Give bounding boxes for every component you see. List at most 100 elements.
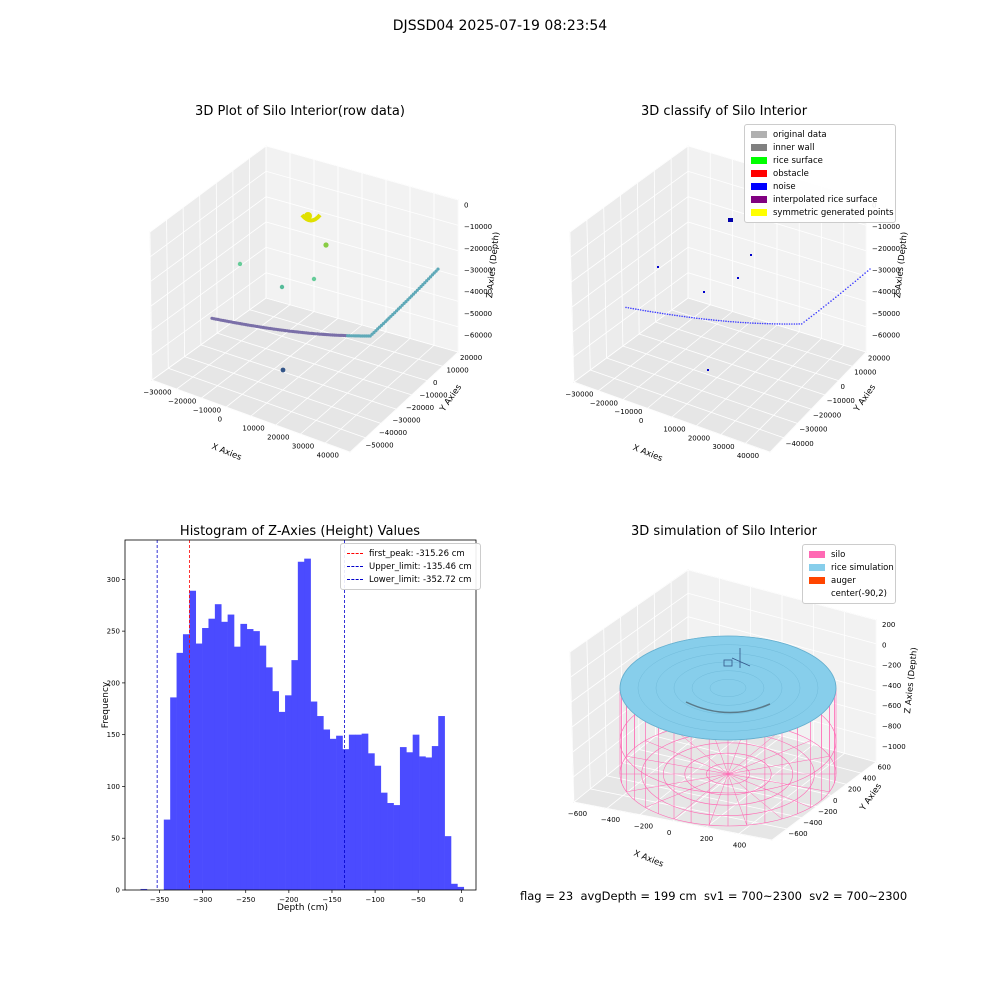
panel2-point	[732, 321, 735, 323]
panel3-bar	[278, 711, 286, 890]
panel2-legend-item: inner wall	[751, 141, 889, 154]
panel2-point	[769, 322, 771, 325]
panel4-silo-spoke	[727, 728, 783, 775]
panel2-point	[742, 321, 744, 324]
panel2-legend-swatch	[751, 157, 767, 164]
panel3-bar	[425, 757, 433, 890]
panel4-silo-spoke	[645, 773, 729, 808]
panel4-ytick: 400	[863, 774, 876, 782]
panel3-bar	[368, 753, 375, 890]
panel1-point	[323, 242, 329, 248]
panel3-legend-swatch	[347, 553, 363, 554]
panel1-grid-y	[249, 309, 443, 367]
panel4-ylabel: Y Axies	[858, 781, 885, 813]
panel2-ytick: −20000	[813, 411, 841, 419]
panel3-bar	[170, 697, 177, 890]
panel2-point	[798, 323, 800, 325]
panel2-point	[825, 304, 827, 306]
panel2-xtick: 30000	[712, 443, 734, 451]
panel2-legend-item: noise	[751, 180, 889, 193]
panel3-legend-label: Lower_limit: -352.72 cm	[369, 574, 472, 585]
panel3-bar	[304, 558, 311, 890]
panel2-xtick: 10000	[663, 426, 685, 434]
panel2-point	[788, 323, 791, 325]
panel1-xtick: 40000	[317, 452, 339, 460]
panel3-ytick-label: 150	[107, 731, 120, 739]
footer-stats: flag = 23 avgDepth = 199 cm sv1 = 700~23…	[520, 889, 908, 903]
panel2-point	[815, 311, 818, 314]
panel2-point	[630, 307, 632, 310]
panel1-grid-y	[233, 321, 428, 381]
panel4-silo-spoke	[673, 773, 729, 820]
panel3-bar	[221, 621, 228, 890]
panel2-point	[705, 318, 708, 321]
panel4-legend-item: auger	[809, 574, 889, 587]
panel4-grid-z	[571, 616, 877, 703]
panel2-ztick: −30000	[872, 266, 900, 274]
panel2-point	[700, 318, 703, 320]
panel2-grid-z	[571, 196, 867, 283]
panel4-auger	[723, 659, 733, 667]
panel2-point	[786, 323, 788, 325]
panel2-point	[766, 322, 769, 325]
panel1-point	[279, 284, 285, 290]
panel2-point	[835, 296, 837, 298]
panel2-point	[778, 323, 781, 325]
panel2-grid-y	[655, 321, 839, 381]
panel3-bar	[291, 660, 299, 890]
panel2-legend: original data inner wall rice surface obsta…	[744, 124, 896, 223]
panel4-grid-x	[705, 744, 814, 828]
panel1-symmetric-arc	[300, 213, 322, 223]
panel3-ytick-label: 100	[107, 783, 120, 791]
panel2-legend-label: inner wall	[773, 142, 815, 153]
panel3-bar	[323, 729, 331, 890]
panel3-ytick-label: 200	[107, 679, 120, 687]
panel2-point	[659, 312, 661, 314]
panel4-xlabel: X Axies	[632, 849, 665, 870]
panel2-point	[793, 323, 796, 325]
panel4-legend-swatch	[809, 551, 825, 558]
panel3-bar	[438, 716, 445, 890]
panel2-point	[776, 323, 779, 325]
panel3-bar	[431, 746, 439, 890]
panel2-point	[832, 298, 835, 300]
panel1-grid-z	[149, 145, 459, 233]
panel1-point	[237, 261, 243, 267]
panel2-legend-swatch	[751, 131, 767, 138]
panel2-point	[693, 317, 696, 319]
panel2-point	[715, 319, 718, 322]
panel2-point	[720, 320, 722, 322]
panel2-point	[781, 323, 783, 325]
panel1-grid-y	[168, 367, 366, 439]
panel2-grid-z	[573, 272, 867, 358]
panel3-legend-item: first_peak: -315.26 cm	[347, 547, 474, 560]
panel2-grid-y	[606, 357, 798, 424]
panel2-point	[713, 319, 715, 321]
panel1-grid-z	[150, 196, 459, 282]
panel3-legend-label: Upper_limit: -135.46 cm	[369, 561, 472, 572]
panel2-point	[842, 290, 844, 293]
panel2-grid-y	[590, 369, 784, 439]
panel3-xtick-label: −200	[279, 896, 298, 904]
panel2-legend-item: symmetric generated points	[751, 206, 894, 219]
panel2-point	[710, 319, 713, 321]
panel1-ytick: −10000	[419, 391, 447, 399]
panel4-ytick: −600	[788, 830, 807, 838]
panel3-title: Histogram of Z-Axies (Height) Values	[179, 524, 421, 539]
panel4-legend-label: auger	[831, 575, 856, 586]
panel3-bar	[406, 752, 413, 890]
panel2-grid-x	[720, 338, 822, 435]
panel4-ztick: −800	[882, 722, 901, 730]
panel1-point	[436, 267, 440, 271]
panel2-point	[808, 317, 810, 320]
panel4-legend: silo rice simulation auger center(-90,2)	[802, 544, 896, 604]
panel2-point	[813, 313, 815, 316]
panel2-point	[686, 316, 688, 318]
panel2-point	[681, 315, 683, 318]
panel2-legend-item: rice surface	[751, 154, 889, 167]
panel3-bar	[195, 643, 203, 890]
panel2-point	[818, 310, 820, 312]
panel2-point	[722, 320, 725, 322]
panel1-ytick: 0	[433, 379, 437, 387]
panel2-ytick: 20000	[868, 354, 890, 362]
